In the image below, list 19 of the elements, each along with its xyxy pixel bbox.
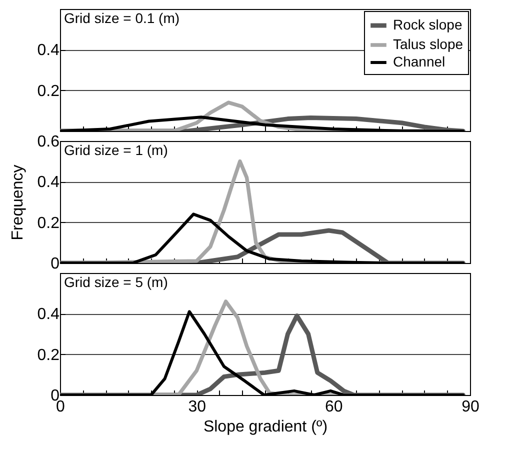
y-tick-label: 0.4 — [37, 42, 60, 60]
chart-title: Grid size = 1 (m) — [64, 142, 168, 158]
chart-title: Grid size = 5 (m) — [64, 274, 168, 290]
y-tick-label: 0.2 — [37, 346, 60, 364]
legend-label: Talus slope — [393, 36, 464, 52]
y-tick-label: 0 — [50, 256, 60, 272]
y-tick-label: 0.4 — [37, 306, 60, 324]
x-tick-label: 60 — [324, 398, 343, 416]
x-tick-label: 30 — [188, 398, 206, 416]
x-axis-title: Slope gradient (º) — [203, 418, 328, 436]
y-tick-label: 0.4 — [37, 174, 60, 192]
y-axis-title: Frequency — [9, 164, 26, 240]
legend-label: Rock slope — [393, 16, 462, 32]
legend-label: Channel — [393, 54, 446, 70]
y-tick-label: 0.2 — [37, 214, 60, 232]
y-tick-label: 0.6 — [37, 134, 60, 150]
y-tick-label: 0.2 — [37, 82, 60, 100]
x-tick-label: 90 — [462, 398, 480, 416]
chart-title: Grid size = 0.1 (m) — [64, 10, 180, 26]
